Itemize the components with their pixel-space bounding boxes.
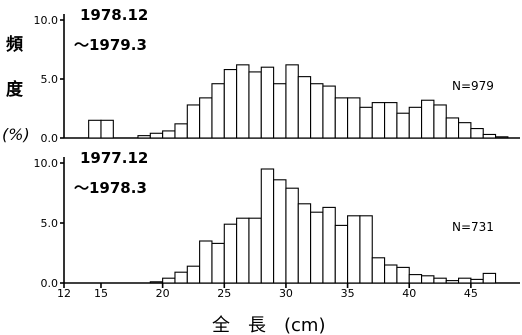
histogram-bar xyxy=(223,223,238,284)
x-axis-title: 全 長 (cm) xyxy=(212,315,325,335)
x-tick-label: 12 xyxy=(57,287,71,300)
histogram-bar xyxy=(458,277,472,284)
histogram-bar xyxy=(260,168,275,284)
histogram-bar xyxy=(347,97,361,139)
panel-1: 10.0 5.0 0.0 1978.12 ～1979.3 N=979 xyxy=(34,6,520,145)
histogram-bar xyxy=(199,97,213,139)
histogram-bar xyxy=(433,104,447,139)
x-tick-label: 45 xyxy=(464,287,478,300)
x-axis: 12 15 20 25 30 35 40 45 xyxy=(57,283,478,300)
period-label-start: 1978.12 xyxy=(80,6,148,24)
histogram-bar xyxy=(421,99,435,139)
histogram-bar xyxy=(408,274,423,284)
x-tick-label: 30 xyxy=(279,287,293,300)
histogram-bar xyxy=(199,240,213,284)
x-tick-label: 25 xyxy=(217,287,231,300)
sample-size-label: N=979 xyxy=(452,79,494,93)
histogram-bar xyxy=(248,217,262,284)
histogram-bar xyxy=(384,102,398,139)
histogram-bar xyxy=(482,272,497,284)
histogram-bar xyxy=(273,179,287,284)
histogram-bar xyxy=(322,206,336,284)
histogram-bar xyxy=(236,64,250,139)
ylabel-char-2: 度 xyxy=(6,79,24,100)
histogram-bar xyxy=(297,76,312,139)
histogram-bar xyxy=(371,102,386,139)
histogram-bar xyxy=(174,123,188,139)
histogram-bar xyxy=(186,104,201,139)
ylabel-unit: (%) xyxy=(2,125,30,144)
histogram-bar xyxy=(310,83,324,139)
histogram-bar xyxy=(149,281,164,284)
histogram-bar xyxy=(421,275,435,284)
sample-size-label: N=731 xyxy=(452,220,494,234)
histogram-bar xyxy=(445,117,460,139)
ylabel-char-1: 頻 xyxy=(5,34,23,55)
histogram-bar xyxy=(211,83,225,139)
histogram-bar xyxy=(458,122,472,139)
histogram-bar xyxy=(347,215,361,284)
histogram-bar xyxy=(482,133,497,139)
histogram-bar xyxy=(396,266,410,284)
histogram-bar xyxy=(470,128,484,139)
y-tick-label: 0.0 xyxy=(41,132,59,145)
histogram-bar xyxy=(445,280,460,284)
histogram-bar xyxy=(285,64,299,139)
panel-2: 10.0 5.0 0.0 1977.12 ～1978.3 N=731 xyxy=(34,149,520,290)
histogram-bar xyxy=(248,71,262,139)
histogram-bar xyxy=(334,224,349,284)
x-tick-label: 40 xyxy=(402,287,416,300)
x-tick-label: 15 xyxy=(94,287,108,300)
histogram-bar xyxy=(322,85,336,139)
y-axis-title: 頻 度 (%) xyxy=(2,34,30,144)
histogram-bar xyxy=(223,69,238,139)
histogram-bar xyxy=(494,136,509,139)
y-tick-label: 5.0 xyxy=(41,217,59,230)
period-label-start: 1977.12 xyxy=(80,149,148,167)
y-tick-label: 5.0 xyxy=(41,73,59,86)
histogram-bar xyxy=(162,130,176,139)
histogram-bar xyxy=(137,135,151,139)
histogram-bar xyxy=(384,264,398,284)
period-label-end: ～1978.3 xyxy=(74,179,147,197)
histogram-bar xyxy=(310,211,324,284)
histogram-bar xyxy=(433,277,447,284)
histogram-bar xyxy=(211,242,225,284)
histogram-bar xyxy=(174,271,188,284)
y-tick-label: 10.0 xyxy=(34,14,59,27)
y-tick-label: 0.0 xyxy=(41,277,59,290)
histogram-bar xyxy=(297,203,312,284)
histogram-bar xyxy=(100,119,114,139)
x-tick-label: 35 xyxy=(341,287,355,300)
period-label-end: ～1979.3 xyxy=(74,36,147,54)
histogram-bar xyxy=(260,66,275,139)
histogram-bar xyxy=(186,265,201,284)
histogram-bar xyxy=(359,215,373,284)
histogram-bar xyxy=(359,106,373,139)
histogram-bar xyxy=(149,132,164,139)
histogram-bar xyxy=(285,187,299,284)
histogram-bar xyxy=(470,278,484,284)
histogram-bar xyxy=(236,217,250,284)
histogram-bar xyxy=(88,119,102,139)
histogram-bar xyxy=(408,106,423,139)
histogram-bar xyxy=(371,257,386,284)
histogram-bar xyxy=(396,112,410,139)
x-tick-label: 20 xyxy=(156,287,170,300)
y-tick-label: 10.0 xyxy=(34,157,59,170)
histogram-bar xyxy=(334,97,349,139)
histogram-bar xyxy=(273,83,287,139)
histogram-bar xyxy=(162,277,176,284)
